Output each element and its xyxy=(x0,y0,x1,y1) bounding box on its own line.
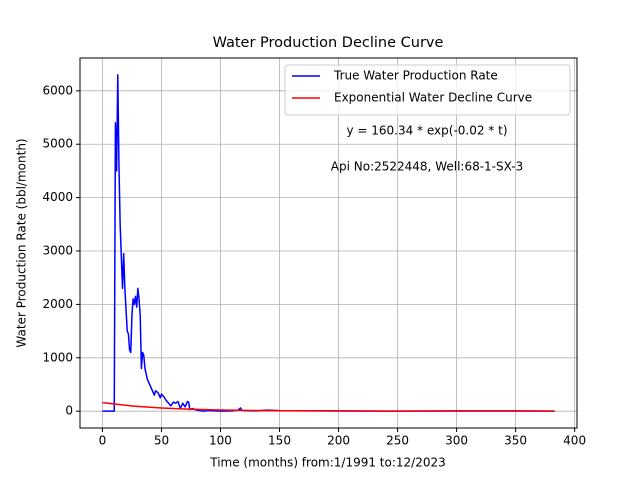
y-tick-label: 0 xyxy=(65,404,73,418)
x-tick-label: 250 xyxy=(386,434,409,448)
y-tick-label: 1000 xyxy=(42,350,73,364)
x-tick-label: 400 xyxy=(563,434,586,448)
legend-label: True Water Production Rate xyxy=(333,69,498,83)
y-tick-label: 5000 xyxy=(42,137,73,151)
x-tick-label: 100 xyxy=(209,434,232,448)
x-tick-label: 350 xyxy=(504,434,527,448)
x-tick-label: 300 xyxy=(445,434,468,448)
legend-box xyxy=(284,64,571,116)
legend-label: Exponential Water Decline Curve xyxy=(334,91,532,105)
x-tick-label: 150 xyxy=(268,434,291,448)
x-tick-label: 0 xyxy=(99,434,107,448)
x-axis-label: Time (months) from:1/1991 to:12/2023 xyxy=(209,456,446,470)
y-tick-label: 4000 xyxy=(42,190,73,204)
y-tick-label: 2000 xyxy=(42,297,73,311)
y-axis-label: Water Production Rate (bbl/month) xyxy=(15,138,29,347)
legend: True Water Production Rate Exponential Wa… xyxy=(284,64,571,116)
x-tick-label: 200 xyxy=(327,434,350,448)
x-tick-label: 50 xyxy=(154,434,169,448)
data-line xyxy=(102,74,555,412)
chart-title: Water Production Decline Curve xyxy=(213,35,444,51)
plot-lines xyxy=(102,74,555,412)
y-tick-label: 3000 xyxy=(42,244,73,258)
annotation: Api No:2522448, Well:68-1-SX-3 xyxy=(331,160,523,174)
annotation: y = 160.34 * exp(-0.02 * t) xyxy=(346,124,507,138)
data-line xyxy=(102,401,555,412)
y-tick-label: 6000 xyxy=(42,83,73,97)
plot-frame xyxy=(79,57,578,429)
